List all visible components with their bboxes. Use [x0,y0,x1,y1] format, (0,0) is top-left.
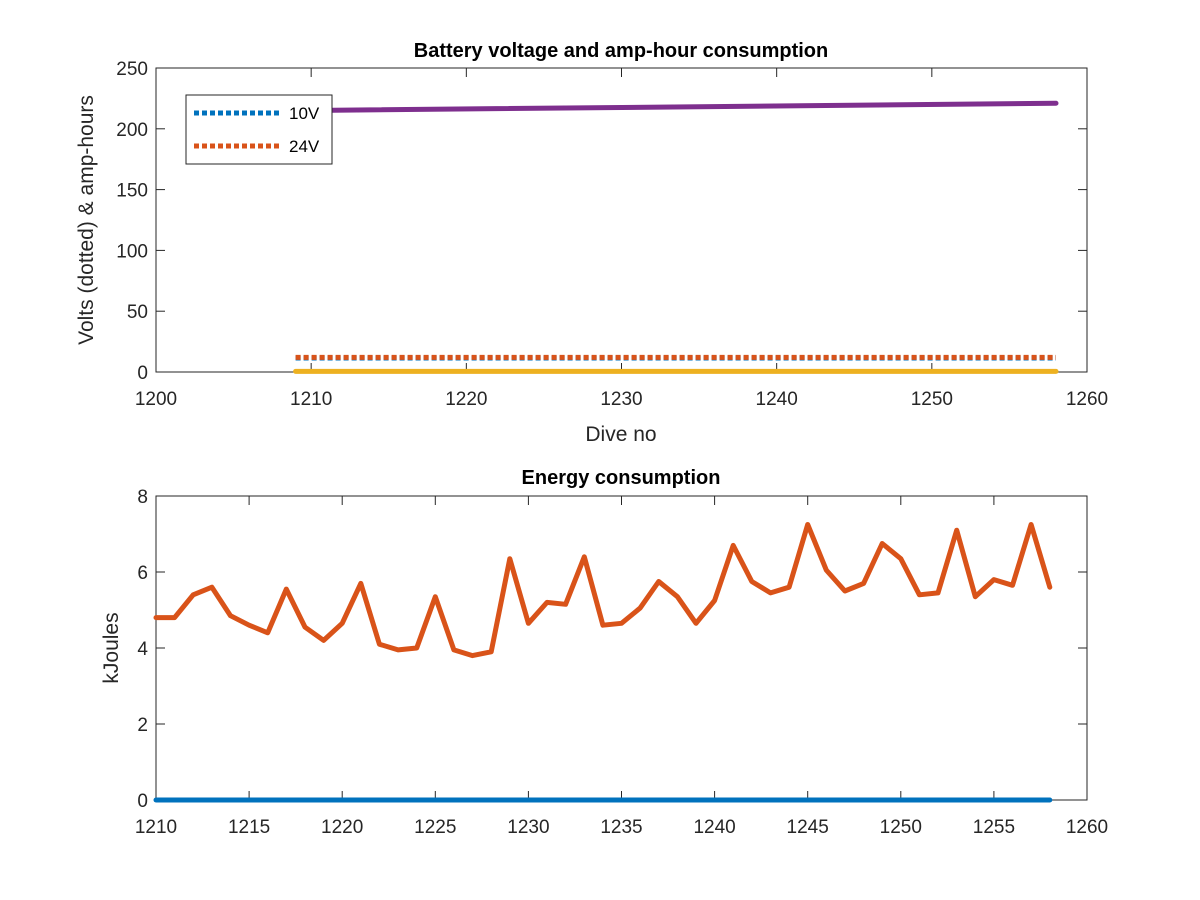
voltage-ah-x-tick-label: 1200 [135,389,177,410]
energy-y-ticks: 0 2 4 6 8 [137,487,1087,812]
energy-y-tick-label: 4 [137,639,148,660]
voltage-ah-y-label: Volts (dotted) & amp-hours [75,95,98,345]
energy-y-tick-label: 6 [137,563,148,584]
legend-label-10v: 10V [289,104,320,123]
energy-x-tick-label: 1255 [973,817,1015,838]
energy-series-line-0 [153,522,1053,659]
energy-y-tick-label: 0 [137,791,148,812]
energy-x-tick-label: 1230 [507,817,549,838]
energy-x-ticks: 1210 1215 1220 1225 1230 1235 1240 1245 1250 1255… [135,496,1108,838]
energy-x-tick-label: 1240 [693,817,735,838]
voltage-ah-y-tick-label: 200 [116,120,148,141]
voltage-ah-x-tick-label: 1250 [911,389,953,410]
voltage-ah-y-tick-label: 0 [137,363,148,384]
energy-x-tick-label: 1210 [135,817,177,838]
voltage-ah-x-label: Dive no [585,423,656,446]
legend-label-24v: 24V [289,137,320,156]
legend-box [185,94,333,165]
energy-x-tick-label: 1225 [414,817,456,838]
voltage-ah-y-tick-label: 50 [127,302,148,323]
energy-x-tick-label: 1245 [787,817,829,838]
voltage-ah-y-tick-label: 150 [116,181,148,202]
energy-x-tick-label: 1220 [321,817,363,838]
voltage-ah-x-tick-label: 1220 [445,389,487,410]
energy-x-tick-label: 1215 [228,817,270,838]
voltage-ah-series [293,100,1059,374]
voltage-ah-x-tick-label: 1260 [1066,389,1108,410]
voltage-ah-axes: 0 50 100 150 200 250 1200 1210 1220 1230 1240 1250… [75,40,1108,446]
voltage-ah-series-line-3 [293,100,1059,114]
energy-y-label: kJoules [100,612,123,683]
energy-series [153,522,1053,803]
voltage-ah-x-tick-label: 1210 [290,389,332,410]
energy-title: Energy consumption [522,467,721,489]
voltage-ah-title: Battery voltage and amp-hour consumption [414,40,828,62]
voltage-ah-x-ticks: 1200 1210 1220 1230 1240 1250 1260 [135,68,1108,410]
energy-x-tick-label: 1260 [1066,817,1108,838]
voltage-ah-x-tick-label: 1240 [756,389,798,410]
energy-y-tick-label: 8 [137,487,148,508]
voltage-ah-y-tick-label: 250 [116,59,148,80]
energy-y-tick-label: 2 [137,715,148,736]
voltage-ah-y-ticks: 0 50 100 150 200 250 [116,59,1087,384]
legend: 10V 24V [185,94,333,165]
voltage-ah-y-tick-label: 100 [116,241,148,262]
voltage-ah-x-tick-label: 1230 [600,389,642,410]
energy-x-tick-label: 1235 [600,817,642,838]
energy-x-tick-label: 1250 [880,817,922,838]
